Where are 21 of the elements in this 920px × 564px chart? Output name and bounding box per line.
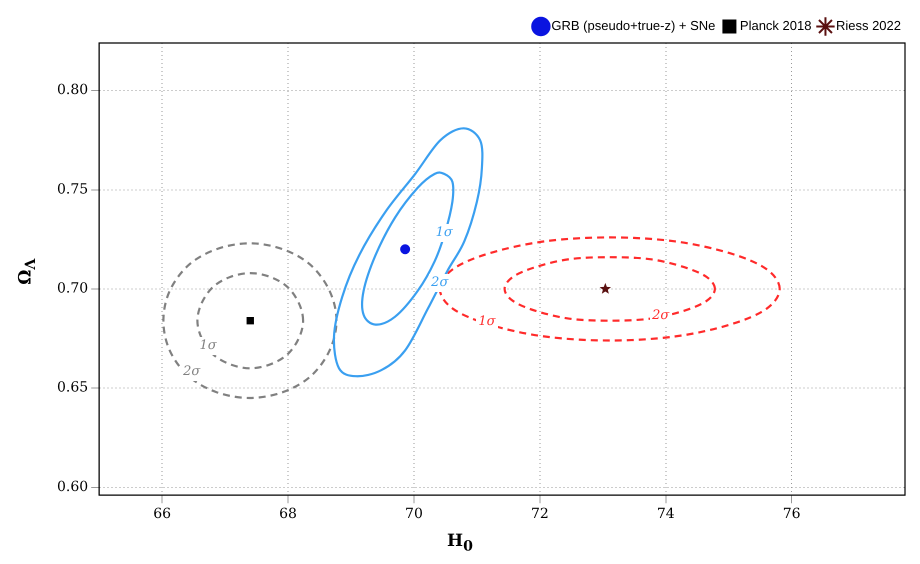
x-tick-label: 72: [530, 506, 549, 522]
annotation: 2σ: [650, 306, 672, 324]
x-tick-label: 74: [656, 506, 675, 522]
legend-label: Riess 2022: [836, 18, 902, 34]
y-tick-label: 0.75: [57, 181, 88, 198]
y-tick-label: 0.70: [57, 280, 88, 297]
y-tick-label: 0.60: [57, 478, 88, 495]
x-tick-label: 70: [405, 506, 423, 522]
y-tick-label: 0.80: [57, 82, 88, 98]
annotation: 1σ: [476, 312, 498, 331]
annotation: 1σ: [197, 337, 220, 356]
annotation: 2σ: [180, 363, 203, 382]
x-axis-title: H$_{0}$: [446, 530, 474, 554]
annotation: 2σ: [428, 274, 451, 292]
legend-label: Planck 2018: [740, 18, 812, 34]
y-tick-label: 0.65: [57, 380, 88, 396]
annotation: 1σ: [433, 224, 456, 242]
x-tick-label: 66: [153, 506, 172, 522]
legend-label: GRB (pseudo+true-z) + SNe: [551, 18, 716, 34]
x-tick-label: 76: [782, 506, 801, 522]
x-tick-label: 68: [279, 506, 297, 522]
